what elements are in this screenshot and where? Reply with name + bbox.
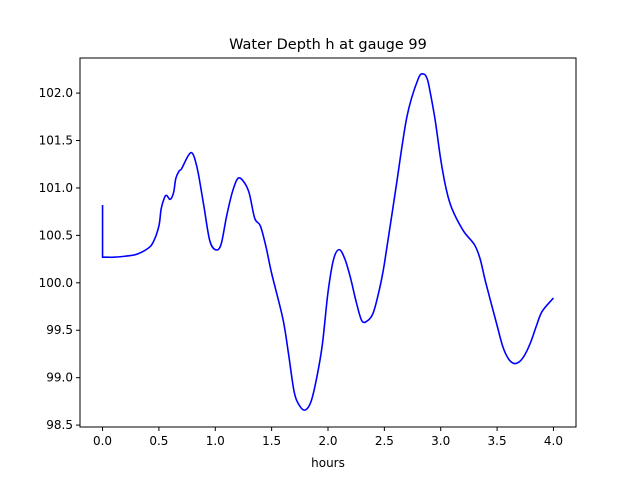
series-line bbox=[101, 72, 555, 411]
chart-title: Water Depth h at gauge 99 bbox=[229, 37, 427, 53]
x-axis-label: hours bbox=[311, 456, 345, 470]
y-tick-label: 101.5 bbox=[39, 134, 73, 148]
y-tick-label: 98.5 bbox=[46, 418, 73, 432]
x-tick-label: 2.0 bbox=[318, 434, 337, 448]
x-tick-label: 0.5 bbox=[149, 434, 168, 448]
x-axis-ticks: 0.0 0.5 1.0 1.5 2.0 2.5 3.0 3.5 4.0 bbox=[93, 427, 563, 448]
y-tick-label: 99.5 bbox=[46, 323, 73, 337]
x-tick-label: 3.0 bbox=[431, 434, 450, 448]
y-tick-label: 101.0 bbox=[39, 181, 73, 195]
x-tick-label: 2.5 bbox=[375, 434, 394, 448]
plot-area: 0.0 0.5 1.0 1.5 2.0 2.5 3.0 3.5 4.0 98.5 99.0 99.5… bbox=[39, 57, 577, 448]
x-tick-label: 1.0 bbox=[206, 434, 225, 448]
y-tick-label: 99.0 bbox=[46, 371, 73, 385]
y-tick-label: 100.5 bbox=[39, 228, 73, 242]
x-tick-label: 1.5 bbox=[262, 434, 281, 448]
y-axis-ticks: 98.5 99.0 99.5 100.0 100.5 101.0 101.5 102.0 bbox=[39, 86, 80, 432]
x-tick-label: 3.5 bbox=[488, 434, 507, 448]
x-tick-label: 0.0 bbox=[93, 434, 112, 448]
y-tick-label: 100.0 bbox=[39, 276, 73, 290]
series-layer bbox=[101, 72, 555, 411]
y-tick-label: 102.0 bbox=[39, 86, 73, 100]
x-tick-label: 4.0 bbox=[544, 434, 563, 448]
